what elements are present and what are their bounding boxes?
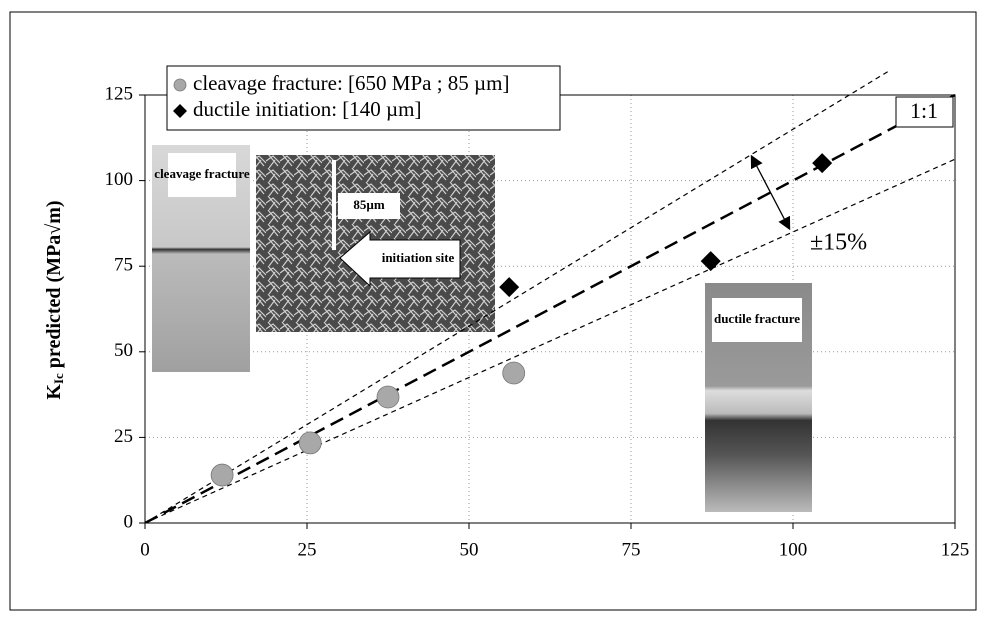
- data-point: [210, 463, 234, 487]
- y-tick-label: 100: [105, 169, 134, 190]
- y-axis-label: KIc predicted (MPa√m): [43, 200, 66, 399]
- inset-label-box: [712, 298, 802, 342]
- y-label-main: K: [43, 384, 65, 400]
- ratio-box: [895, 96, 954, 128]
- legend-marker: [173, 78, 187, 92]
- legend-label: cleavage fracture: [650 MPa ; 85 µm]: [193, 71, 509, 95]
- x-tick-label: 125: [941, 539, 970, 560]
- inset-label-box: [338, 193, 400, 219]
- x-tick-label: 25: [298, 539, 317, 560]
- y-label-sub: Ic: [51, 373, 66, 384]
- scale-bar: [332, 160, 336, 250]
- initiation-label: initiation site: [382, 250, 455, 265]
- scale-label: 85µm: [353, 197, 384, 212]
- y-tick-label: 50: [114, 340, 133, 361]
- tolerance-label: ±15%: [810, 230, 867, 256]
- legend-label: ductile initiation: [140 µm]: [193, 97, 421, 121]
- inset-label: cleavage fracture: [154, 166, 250, 181]
- x-tick-label: 0: [140, 539, 150, 560]
- data-point: [298, 431, 322, 455]
- data-point: [499, 277, 520, 298]
- y-tick-label: 25: [114, 426, 133, 447]
- tolerance-arrow: [750, 154, 791, 231]
- y-tick-label: 125: [105, 83, 134, 104]
- y-tick-label: 0: [124, 511, 134, 532]
- legend-marker: [173, 104, 187, 118]
- initiation-arrow: [339, 230, 461, 288]
- x-tick-label: 75: [622, 539, 641, 560]
- reference-line: [145, 158, 955, 523]
- y-label-rest: predicted (MPa√m): [43, 200, 65, 373]
- x-tick-label: 50: [460, 539, 479, 560]
- y-tick-label: 75: [114, 255, 133, 276]
- data-point: [376, 385, 400, 409]
- x-tick-label: 100: [779, 539, 808, 560]
- ratio-label: 1:1: [910, 98, 938, 123]
- legend: [166, 65, 561, 131]
- frame: [9, 11, 977, 611]
- inset-label: ductile fracture: [714, 311, 800, 326]
- inset-label-box: [168, 153, 236, 197]
- data-point: [700, 251, 721, 272]
- data-point: [502, 361, 526, 385]
- reference-line: [145, 70, 892, 523]
- data-point: [812, 153, 833, 174]
